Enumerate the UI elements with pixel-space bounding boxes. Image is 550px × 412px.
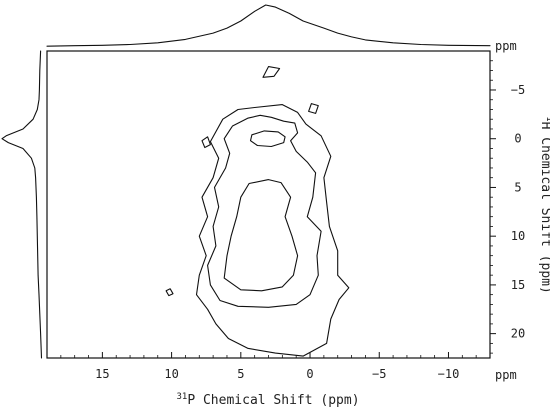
y-axis-title: 1H Chemical Shift (ppm) xyxy=(538,116,550,294)
y-axis-title-superscript: 1 xyxy=(544,116,550,121)
contour-island-6 xyxy=(308,103,319,114)
contour-inner-body-1 xyxy=(223,179,299,292)
x-unit-label: ppm xyxy=(495,368,517,382)
y-tick-label: 0 xyxy=(514,132,521,146)
contour-inner-peak-0 xyxy=(249,130,286,148)
x-axis-ticks: 15 10 5 0 −5 −10 xyxy=(60,352,477,381)
contour-lines xyxy=(165,66,350,357)
x-tick-label: 5 xyxy=(237,367,244,381)
x-axis-title-text: P Chemical Shift (ppm) xyxy=(187,393,359,408)
x-axis-title-superscript: 31 xyxy=(176,392,187,402)
y-axis-title-text: H Chemical Shift (ppm) xyxy=(538,122,550,294)
x-tick-label: 10 xyxy=(164,367,178,381)
contour-island-4 xyxy=(262,66,281,78)
y-tick-label: 20 xyxy=(511,327,525,341)
y-axis-ticks: −5 0 5 10 15 20 xyxy=(490,60,525,354)
plot-frame xyxy=(46,50,491,359)
x-tick-label: 0 xyxy=(306,367,313,381)
x-tick-label: −10 xyxy=(438,367,460,381)
contour-island-5 xyxy=(201,136,211,149)
y-tick-label: 15 xyxy=(511,278,525,292)
y-unit-label: ppm xyxy=(495,39,517,53)
y-tick-label: 5 xyxy=(514,180,521,194)
x-axis-title: 31P Chemical Shift (ppm) xyxy=(176,392,359,408)
y-tick-label: −5 xyxy=(511,83,525,97)
x-tick-label: −5 xyxy=(372,367,386,381)
contour-island-7 xyxy=(165,288,174,297)
contour-middle-2 xyxy=(207,114,322,308)
y-tick-label: 10 xyxy=(511,229,525,243)
left-projection-trace xyxy=(1,50,43,359)
top-projection-trace xyxy=(46,4,491,47)
x-tick-label: 15 xyxy=(95,367,109,381)
contour-outer-3 xyxy=(195,104,350,357)
